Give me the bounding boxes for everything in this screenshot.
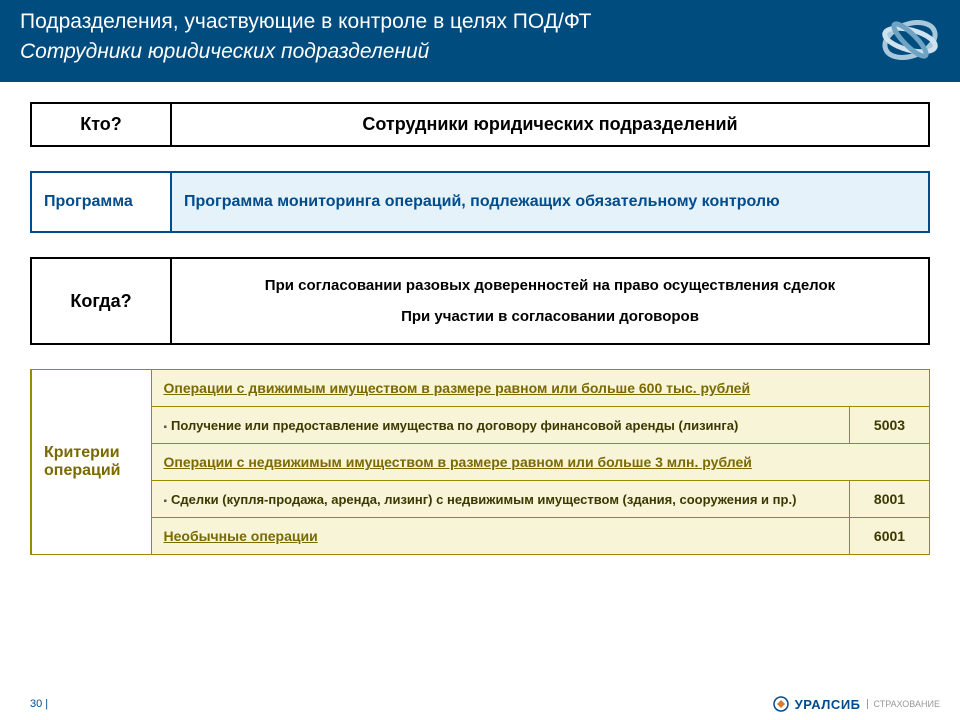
slide-footer: 30 | УРАЛСИБ СТРАХОВАНИЕ (30, 696, 940, 712)
slide-content: Кто? Сотрудники юридических подразделени… (0, 82, 960, 555)
program-label: Программа (31, 172, 171, 232)
criteria-header-1: Операции с движимым имуществом в размере… (151, 370, 930, 407)
when-value: При согласовании разовых доверенностей н… (171, 258, 929, 344)
criteria-header-3: Необычные операции (151, 518, 850, 555)
globe-logo-icon (880, 10, 940, 70)
criteria-code-1: 5003 (850, 407, 930, 444)
footer-sub: СТРАХОВАНИЕ (867, 699, 941, 709)
slide-header: Подразделения, участвующие в контроле в … (0, 0, 960, 82)
page-number: 30 | (30, 698, 48, 710)
program-table: Программа Программа мониторинга операций… (30, 171, 930, 233)
who-value: Сотрудники юридических подразделений (171, 103, 929, 146)
when-label: Когда? (31, 258, 171, 344)
who-table: Кто? Сотрудники юридических подразделени… (30, 102, 930, 147)
footer-brand: УРАЛСИБ (795, 697, 861, 712)
header-title: Подразделения, участвующие в контроле в … (20, 10, 940, 34)
criteria-label: Критерии операций (31, 370, 151, 555)
program-value: Программа мониторинга операций, подлежащ… (171, 172, 929, 232)
when-line1: При согласовании разовых доверенностей н… (184, 277, 916, 294)
who-label: Кто? (31, 103, 171, 146)
criteria-item-1: Получение или предоставление имущества п… (151, 407, 850, 444)
criteria-item-2: Сделки (купля-продажа, аренда, лизинг) с… (151, 481, 850, 518)
criteria-header-2: Операции с недвижимым имуществом в разме… (151, 444, 930, 481)
footer-logo: УРАЛСИБ СТРАХОВАНИЕ (773, 696, 940, 712)
when-line2: При участии в согласовании договоров (184, 308, 916, 325)
criteria-table: Критерии операций Операции с движимым им… (30, 369, 930, 555)
when-table: Когда? При согласовании разовых доверенн… (30, 257, 930, 345)
header-subtitle: Сотрудники юридических подразделений (20, 40, 940, 64)
criteria-code-2: 8001 (850, 481, 930, 518)
footer-logo-icon (773, 696, 789, 712)
criteria-code-3: 6001 (850, 518, 930, 555)
